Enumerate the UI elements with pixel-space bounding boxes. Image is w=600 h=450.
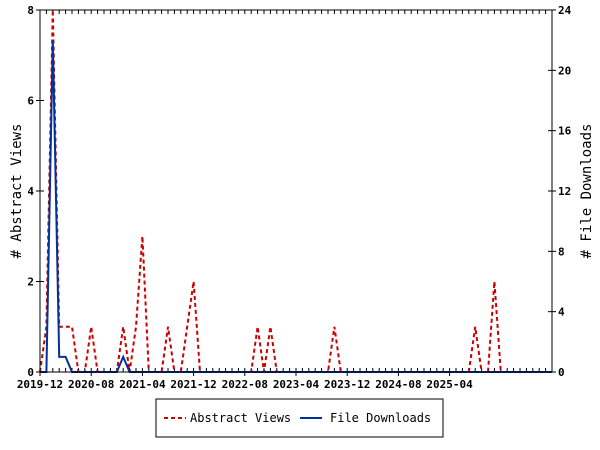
x-tick-label: 2021-04 [119,378,166,391]
y-right-axis-title: # File Downloads [579,124,595,259]
y-left-tick-label: 0 [27,366,34,379]
y-right-tick-label: 8 [558,245,565,258]
x-tick-label: 2024-08 [375,378,421,391]
legend-box [155,398,444,438]
series-line-abstract-views [39,9,552,373]
x-tick-label: 2023-12 [324,378,370,391]
y-left-tick-label: 4 [27,185,34,198]
x-tick-label: 2020-08 [68,378,114,391]
x-tick-label: 2019-12 [17,378,63,391]
y-right-tick-label: 16 [558,125,572,138]
y-left-axis-title: # Abstract Views [9,124,25,259]
legend: Abstract Views File Downloads [155,398,444,438]
y-right-tick-label: 12 [558,185,571,198]
y-right-tick-label: 24 [558,4,572,17]
tick-labels: 2019-12 2020-08 2021-04 2021-12 2022-08 2023-… [17,4,572,391]
x-tick-label: 2023-04 [273,378,320,391]
y-left-tick-label: 8 [27,4,34,17]
x-tick-label: 2025-04 [426,378,473,391]
legend-label-abstract-views: Abstract Views [190,411,291,425]
y-left-tick-label: 2 [27,276,34,289]
x-tick-label: 2021-12 [170,378,216,391]
y-left-tick-label: 6 [27,95,34,108]
y-right-tick-label: 4 [558,306,565,319]
x-tick-label: 2022-08 [222,378,268,391]
plot-frame [39,9,553,373]
y-right-tick-label: 0 [558,366,565,379]
y-right-tick-label: 20 [558,64,571,77]
series-lines [39,9,552,373]
series-line-file-downloads [40,40,552,373]
legend-label-file-downloads: File Downloads [330,411,431,425]
tick-marks [36,9,556,376]
